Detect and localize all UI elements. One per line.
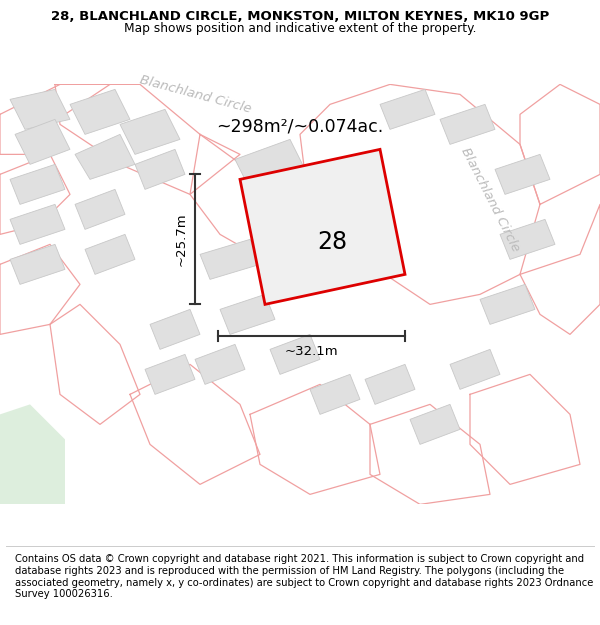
Polygon shape [85, 234, 135, 274]
Polygon shape [495, 154, 550, 194]
Text: Blanchland Circle: Blanchland Circle [138, 73, 252, 116]
Polygon shape [480, 284, 535, 324]
Polygon shape [75, 189, 125, 229]
Text: Blanchland Circle: Blanchland Circle [458, 145, 522, 254]
Text: 28, BLANCHLAND CIRCLE, MONKSTON, MILTON KEYNES, MK10 9GP: 28, BLANCHLAND CIRCLE, MONKSTON, MILTON … [51, 10, 549, 23]
Polygon shape [10, 89, 70, 129]
Polygon shape [500, 219, 555, 259]
Polygon shape [410, 404, 460, 444]
Polygon shape [15, 119, 70, 164]
Polygon shape [150, 309, 200, 349]
Polygon shape [235, 139, 305, 189]
Polygon shape [195, 344, 245, 384]
Polygon shape [120, 109, 180, 154]
Polygon shape [240, 149, 405, 304]
Polygon shape [10, 244, 65, 284]
Polygon shape [10, 164, 65, 204]
Text: ~298m²/~0.074ac.: ~298m²/~0.074ac. [217, 118, 383, 136]
Polygon shape [310, 374, 360, 414]
Polygon shape [440, 104, 495, 144]
Polygon shape [220, 294, 275, 334]
Polygon shape [135, 149, 185, 189]
Text: 28: 28 [317, 230, 347, 254]
Polygon shape [0, 404, 65, 504]
Text: ~25.7m: ~25.7m [175, 213, 187, 266]
Polygon shape [75, 134, 135, 179]
Text: Map shows position and indicative extent of the property.: Map shows position and indicative extent… [124, 22, 476, 35]
Text: ~32.1m: ~32.1m [284, 345, 338, 358]
Polygon shape [255, 189, 320, 239]
Polygon shape [145, 354, 195, 394]
Polygon shape [380, 89, 435, 129]
Polygon shape [70, 89, 130, 134]
Polygon shape [10, 204, 65, 244]
Polygon shape [450, 349, 500, 389]
Polygon shape [365, 364, 415, 404]
Polygon shape [200, 239, 260, 279]
Text: Contains OS data © Crown copyright and database right 2021. This information is : Contains OS data © Crown copyright and d… [15, 554, 593, 599]
Polygon shape [270, 334, 320, 374]
